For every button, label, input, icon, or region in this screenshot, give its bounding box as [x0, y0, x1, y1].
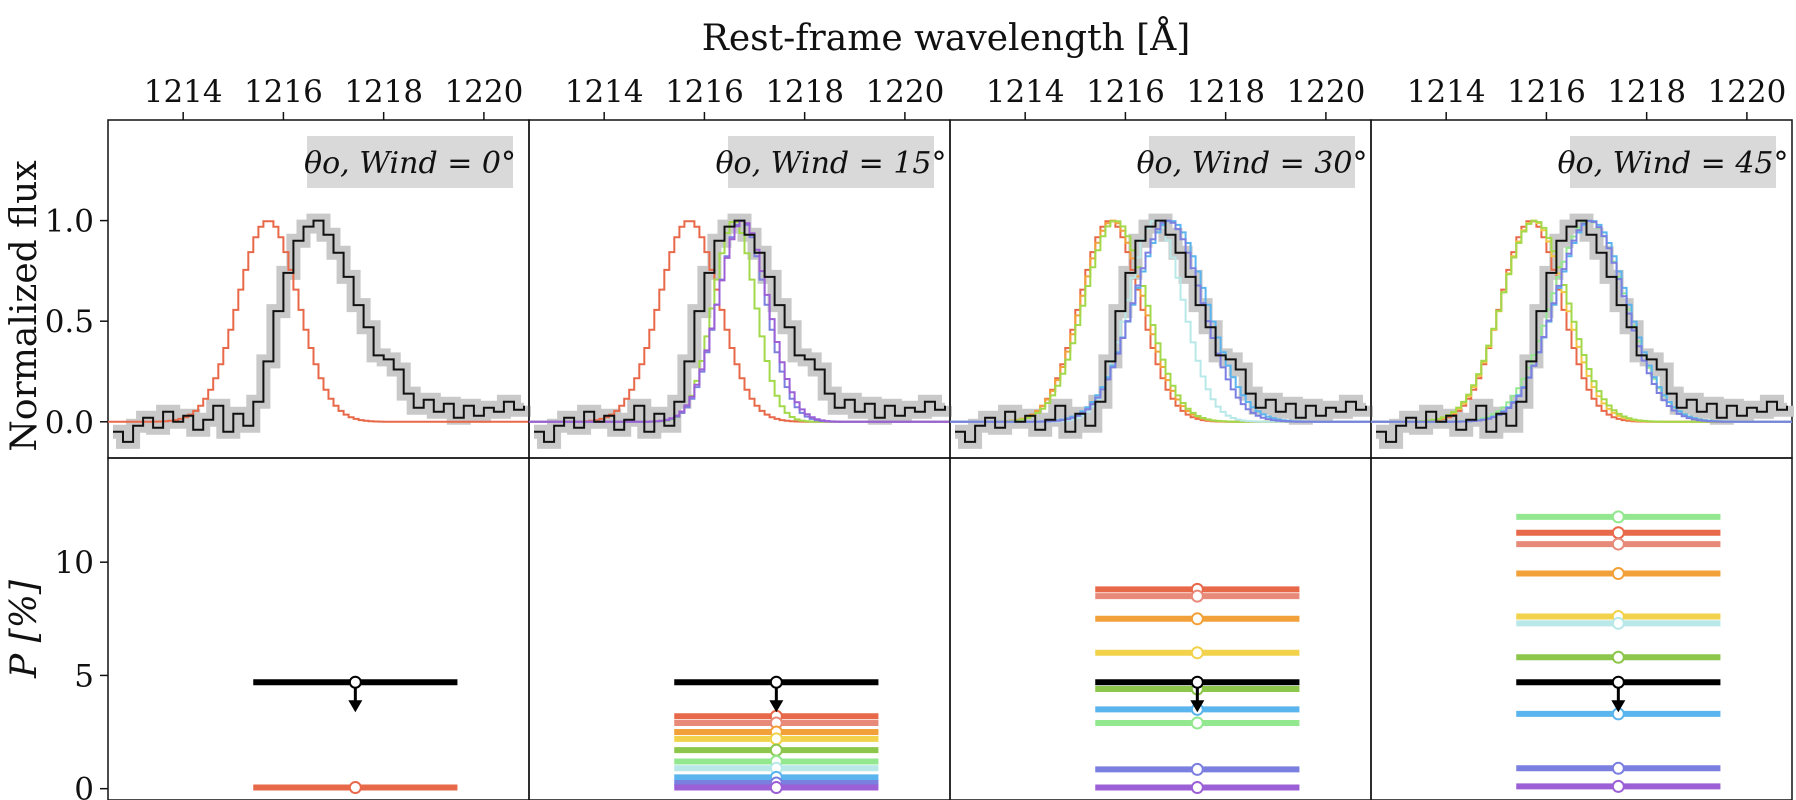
- polarization-axis-title: P [%]: [4, 579, 45, 679]
- angle-label-box: [1570, 136, 1776, 188]
- flux-y-tick-label: 0.5: [45, 304, 94, 340]
- model-polarization-marker: [1611, 779, 1625, 793]
- model-polarization-marker: [1190, 762, 1204, 776]
- angle-label-text: θo, Wind = 15°: [715, 146, 946, 181]
- observed-spectrum-line: [955, 219, 1367, 443]
- x-tick-label: 1216: [1507, 74, 1586, 110]
- panel-1: 1214 1216 1218 1220 θo, Wind = 15°: [528, 74, 952, 800]
- model-polarization-marker: [1611, 526, 1625, 540]
- angle-label-text: θo, Wind = 45°: [1557, 146, 1788, 181]
- model-polarization-marker: [1611, 510, 1625, 524]
- model-polarization-marker: [1611, 616, 1625, 630]
- x-tick-label: 1214: [144, 74, 223, 110]
- flux-y-tick-label: 1.0: [45, 204, 94, 240]
- pol-y-tick-label: 5: [74, 658, 94, 694]
- model-polarization-marker: [769, 732, 783, 746]
- x-tick-label: 1216: [665, 74, 744, 110]
- observed-spectrum-line: [534, 219, 946, 443]
- upper-limit-arrow-head: [1190, 700, 1205, 713]
- model-polarization-marker: [1190, 781, 1204, 795]
- x-tick-label: 1220: [1707, 74, 1786, 110]
- x-tick-label: 1214: [1407, 74, 1486, 110]
- x-tick-label: 1220: [865, 74, 944, 110]
- upper-limit-arrow-head: [1611, 700, 1626, 713]
- flux-y-tick-label: 0.0: [45, 405, 94, 441]
- x-tick-label: 1218: [1607, 74, 1686, 110]
- angle-label-box: [1149, 136, 1355, 188]
- model-polarization-marker: [769, 781, 783, 795]
- x-tick-label: 1218: [765, 74, 844, 110]
- x-tick-label: 1218: [1186, 74, 1265, 110]
- x-tick-label: 1214: [986, 74, 1065, 110]
- x-tick-label: 1216: [1086, 74, 1165, 110]
- model-polarization-marker: [1190, 589, 1204, 603]
- model-polarization-marker: [1190, 646, 1204, 660]
- observed-polarization-marker: [1190, 675, 1204, 689]
- panel-0: 1214 1216 1218 1220 0.0 0.5 1.0 0 5 10 θo, Wind = …: [45, 74, 531, 800]
- x-tick-label: 1220: [1286, 74, 1365, 110]
- model-polarization-marker: [1611, 650, 1625, 664]
- observed-spectrum-line: [1376, 219, 1788, 443]
- polarization-axes-frame: [1370, 457, 1793, 800]
- pol-y-tick-label: 0: [74, 772, 94, 800]
- model-polarization-marker: [769, 743, 783, 757]
- panel-3: 1214 1216 1218 1220 θo, Wind = 45°: [1370, 74, 1794, 800]
- model-polarization-marker: [348, 781, 362, 795]
- pol-y-tick-label: 10: [55, 545, 94, 581]
- observed-polarization-marker: [769, 675, 783, 689]
- upper-limit-arrow-head: [769, 700, 784, 713]
- angle-label-box: [728, 136, 934, 188]
- model-polarization-marker: [1190, 716, 1204, 730]
- model-polarization-marker: [1611, 761, 1625, 775]
- angle-label-text: θo, Wind = 30°: [1136, 146, 1367, 181]
- observed-polarization-marker: [348, 675, 362, 689]
- angle-label-text: θo, Wind = 0°: [304, 146, 516, 181]
- top-axis-title: Rest-frame wavelength [Å]: [702, 17, 1191, 59]
- model-polarization-marker: [1611, 567, 1625, 581]
- observed-polarization-marker: [1611, 675, 1625, 689]
- model-polarization-marker: [1190, 612, 1204, 626]
- x-tick-label: 1220: [444, 74, 523, 110]
- upper-limit-arrow-head: [348, 700, 363, 713]
- observed-spectrum-line: [113, 219, 525, 443]
- angle-label-box: [307, 136, 513, 188]
- x-tick-label: 1218: [344, 74, 423, 110]
- x-tick-label: 1214: [565, 74, 644, 110]
- flux-axis-title: Normalized flux: [4, 160, 45, 451]
- model-polarization-marker: [1611, 537, 1625, 551]
- x-tick-label: 1216: [244, 74, 323, 110]
